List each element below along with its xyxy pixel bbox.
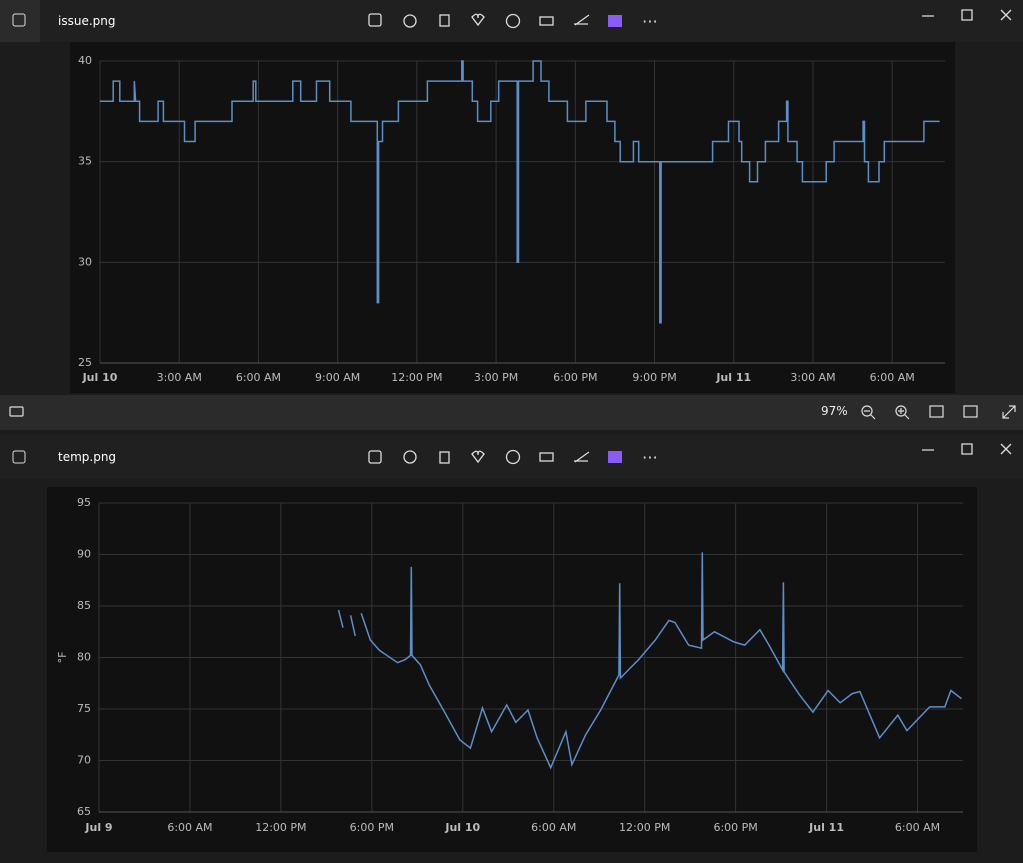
svg-text:⋯: ⋯ [642,12,658,31]
x-tick-label: Jul 9 [84,821,112,834]
x-tick-label: Jul 10 [82,371,118,384]
x-tick-label: 3:00 AM [157,371,202,384]
title-bar: ⋯ temp.png [0,435,1023,479]
x-tick-label: 6:00 AM [870,371,915,384]
x-tick-label: 6:00 AM [531,821,576,834]
y-tick-label: 40 [78,54,92,67]
y-tick-label: 65 [77,805,91,818]
status-bar: 97% [0,395,1023,430]
x-tick-label: 6:00 PM [350,821,394,834]
y-tick-label: 70 [77,754,91,767]
window-title: temp.png [58,450,117,464]
svg-text:⋯: ⋯ [642,448,658,467]
y-axis-label: °F [56,652,69,664]
x-tick-label: 12:00 PM [255,821,306,834]
x-tick-label: 6:00 AM [895,821,940,834]
x-tick-label: Jul 11 [715,371,751,384]
data-line [100,60,940,324]
x-tick-label: 6:00 PM [553,371,597,384]
x-tick-label: 6:00 PM [713,821,757,834]
y-tick-label: 90 [77,548,91,561]
chart: 25 30 35 40 Jul 10 3:00 AM 6:00 AM 9:00 AM 12:00… [70,42,955,393]
toolbar-icons: ⋯ [0,0,1012,42]
x-tick-label: 12:00 PM [391,371,442,384]
x-tick-label: 3:00 AM [790,371,835,384]
y-tick-label: 30 [78,255,92,268]
y-tick-label: 85 [77,599,91,612]
x-tick-label: Jul 11 [808,821,844,834]
toolbar-icons: ⋯ [12,443,1012,467]
x-tick-label: 9:00 AM [315,371,360,384]
zoom-level[interactable]: 97% [821,404,848,418]
x-tick-label: 6:00 AM [167,821,212,834]
status-icons [9,405,1016,420]
y-tick-label: 25 [78,356,92,369]
x-tick-label: Jul 10 [444,821,480,834]
window-title: issue.png [58,14,116,28]
y-tick-label: 75 [77,702,91,715]
x-tick-label: 9:00 PM [632,371,676,384]
title-bar: ⋯ issue.png [0,0,1023,42]
chart: 65 70 75 80 85 90 95 Jul 9 6:00 AM 12:00 PM 6:00 P… [47,487,977,852]
y-tick-label: 80 [77,651,91,664]
x-tick-label: 6:00 AM [236,371,281,384]
y-tick-label: 95 [77,496,91,509]
y-tick-label: 35 [78,155,92,168]
x-tick-label: 3:00 PM [474,371,518,384]
data-line [337,552,962,770]
x-tick-label: 12:00 PM [619,821,670,834]
